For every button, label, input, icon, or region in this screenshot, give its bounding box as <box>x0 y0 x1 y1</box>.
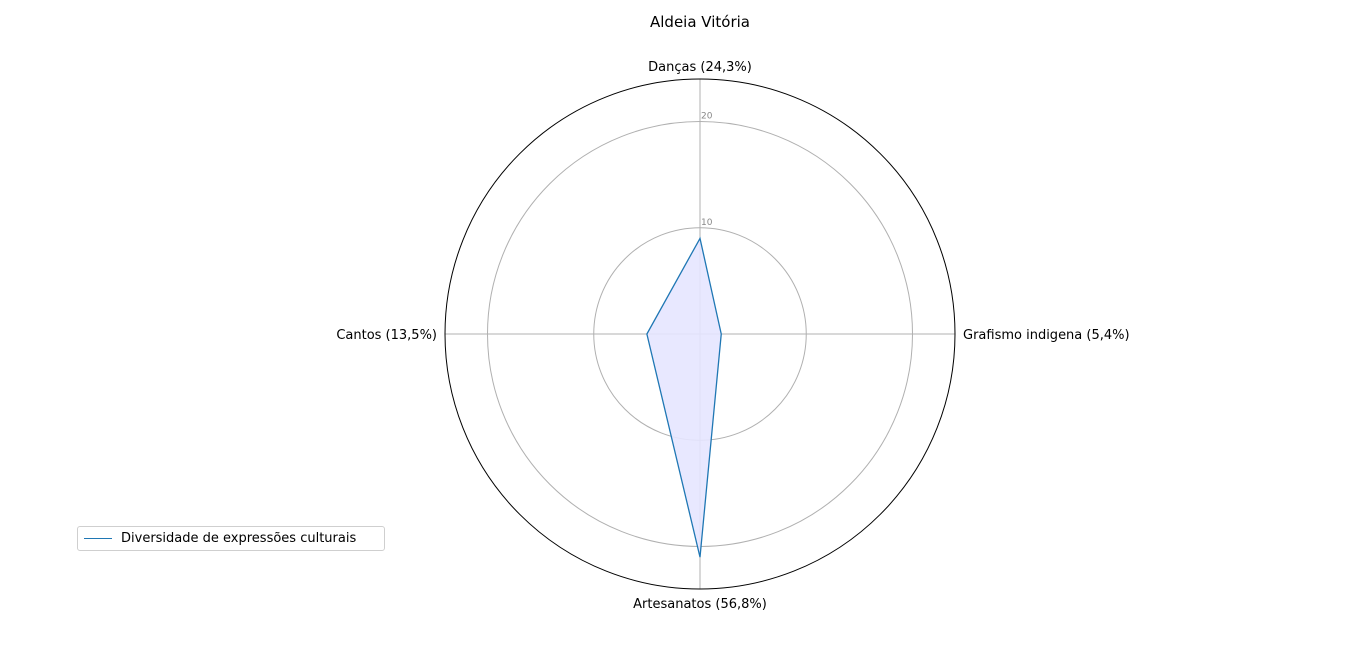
outer-frame <box>444 78 956 590</box>
radial-tick-label: 10 <box>701 218 713 228</box>
category-label: Grafismo indigena (5,4%) <box>963 328 1130 343</box>
legend-label: Diversidade de expressões culturais <box>121 531 357 546</box>
series-layer <box>646 236 722 558</box>
category-label: Artesanatos (56,8%) <box>633 597 767 612</box>
legend-line-swatch <box>84 538 112 539</box>
chart-title: Aldeia Vitória <box>650 13 750 31</box>
label-layer: 10 20 Danças (24,3%) Grafismo indigena (5,4… <box>336 60 1129 612</box>
category-label: Danças (24,3%) <box>648 60 752 75</box>
category-label: Cantos (13,5%) <box>336 328 437 343</box>
radial-tick-label: 20 <box>701 112 713 122</box>
series-area <box>646 238 722 558</box>
legend: Diversidade de expressões culturais <box>77 526 385 551</box>
